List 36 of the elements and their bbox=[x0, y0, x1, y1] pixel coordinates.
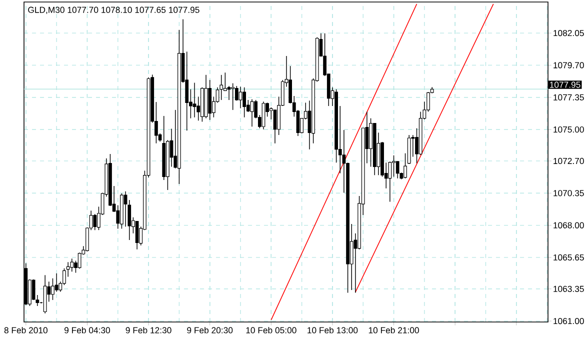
chart-title: GLD,M30 1077.70 1078.10 1077.65 1077.95 bbox=[28, 6, 200, 14]
x-tick-label: 9 Feb 12:30 bbox=[126, 326, 172, 334]
candlestick bbox=[227, 86, 231, 100]
y-tick-label: 1075.00 bbox=[554, 126, 584, 133]
candlestick bbox=[220, 74, 224, 100]
candlestick bbox=[78, 252, 82, 270]
x-tick-label: 9 Feb 20:30 bbox=[187, 326, 233, 334]
y-tick-label: 1070.35 bbox=[554, 190, 584, 196]
y-tick-label: 1065.65 bbox=[554, 254, 584, 260]
y-tick-label: 1063.35 bbox=[554, 286, 584, 292]
candlestick bbox=[93, 214, 97, 230]
y-tick-label: 1077.35 bbox=[554, 94, 584, 100]
candlestick bbox=[396, 161, 400, 179]
x-tick-label: 10 Feb 13:00 bbox=[308, 326, 358, 334]
candlestick bbox=[124, 190, 128, 228]
y-tick-label: 1068.00 bbox=[554, 222, 584, 228]
candlestick bbox=[70, 258, 74, 272]
candlestick bbox=[388, 161, 392, 202]
candlestick bbox=[135, 220, 139, 250]
candlestick bbox=[54, 273, 58, 292]
y-tick-label: 1072.70 bbox=[554, 158, 584, 164]
candlestick bbox=[242, 87, 246, 118]
x-tick-label: 10 Feb 21:00 bbox=[368, 326, 419, 334]
y-tick-label: 1082.05 bbox=[554, 30, 584, 36]
x-tick-label: 10 Feb 05:00 bbox=[246, 326, 296, 334]
candlestick bbox=[238, 86, 242, 109]
candlestick bbox=[231, 82, 235, 110]
x-tick-label: 9 Feb 04:30 bbox=[64, 326, 110, 334]
y-tick-label: 1061.00 bbox=[554, 318, 584, 324]
y-tick-label: 1079.70 bbox=[554, 62, 584, 68]
candlestick bbox=[262, 101, 266, 130]
ref-line-label: 1077.95 bbox=[550, 82, 580, 88]
x-tick-label: 8 Feb 2010 bbox=[4, 326, 48, 334]
candlestick bbox=[51, 278, 54, 300]
candlestick bbox=[192, 82, 196, 118]
candlestick bbox=[404, 152, 407, 179]
